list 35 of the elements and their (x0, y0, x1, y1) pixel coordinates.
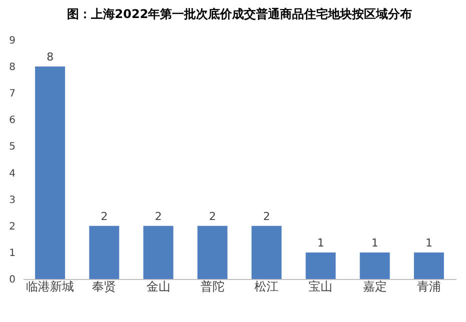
x-tick-label: 临港新城 (26, 280, 74, 294)
y-tick-label: 9 (9, 36, 16, 46)
x-tick-label: 金山 (146, 280, 170, 294)
x-tick-label: 奉贤 (92, 280, 116, 294)
data-label: 1 (371, 236, 378, 250)
x-tick-label: 松江 (254, 280, 279, 294)
data-label: 2 (208, 210, 216, 223)
data-label: 2 (154, 210, 162, 223)
bar (306, 252, 336, 279)
y-tick-label: 2 (9, 221, 16, 232)
bar (35, 66, 66, 279)
y-tick-label: 1 (9, 248, 16, 259)
bar (143, 226, 174, 279)
chart-title: 图：上海2022年第一批次底价成交普通商品住宅地块按区域分布 (66, 7, 412, 21)
x-tick-label: 普陀 (200, 280, 224, 294)
bar (360, 252, 390, 279)
data-label: 1 (317, 236, 324, 250)
y-tick-label: 3 (9, 194, 16, 206)
y-tick-label: 4 (9, 168, 16, 180)
y-tick-label: 6 (9, 115, 16, 126)
bar (89, 226, 120, 279)
y-tick-label: 0 (9, 274, 16, 286)
x-tick-label: 宝山 (308, 280, 333, 294)
x-tick-label: 青浦 (416, 280, 441, 294)
y-tick-label: 5 (9, 142, 16, 153)
data-label: 2 (263, 210, 270, 223)
bar (414, 252, 444, 279)
bar (197, 226, 228, 279)
data-label: 1 (425, 236, 432, 250)
y-tick-label: 8 (9, 62, 16, 74)
bar (252, 226, 282, 279)
x-tick-label: 嘉定 (362, 280, 387, 294)
y-tick-label: 7 (9, 88, 16, 100)
data-label: 2 (100, 210, 108, 223)
data-label: 8 (46, 50, 54, 64)
